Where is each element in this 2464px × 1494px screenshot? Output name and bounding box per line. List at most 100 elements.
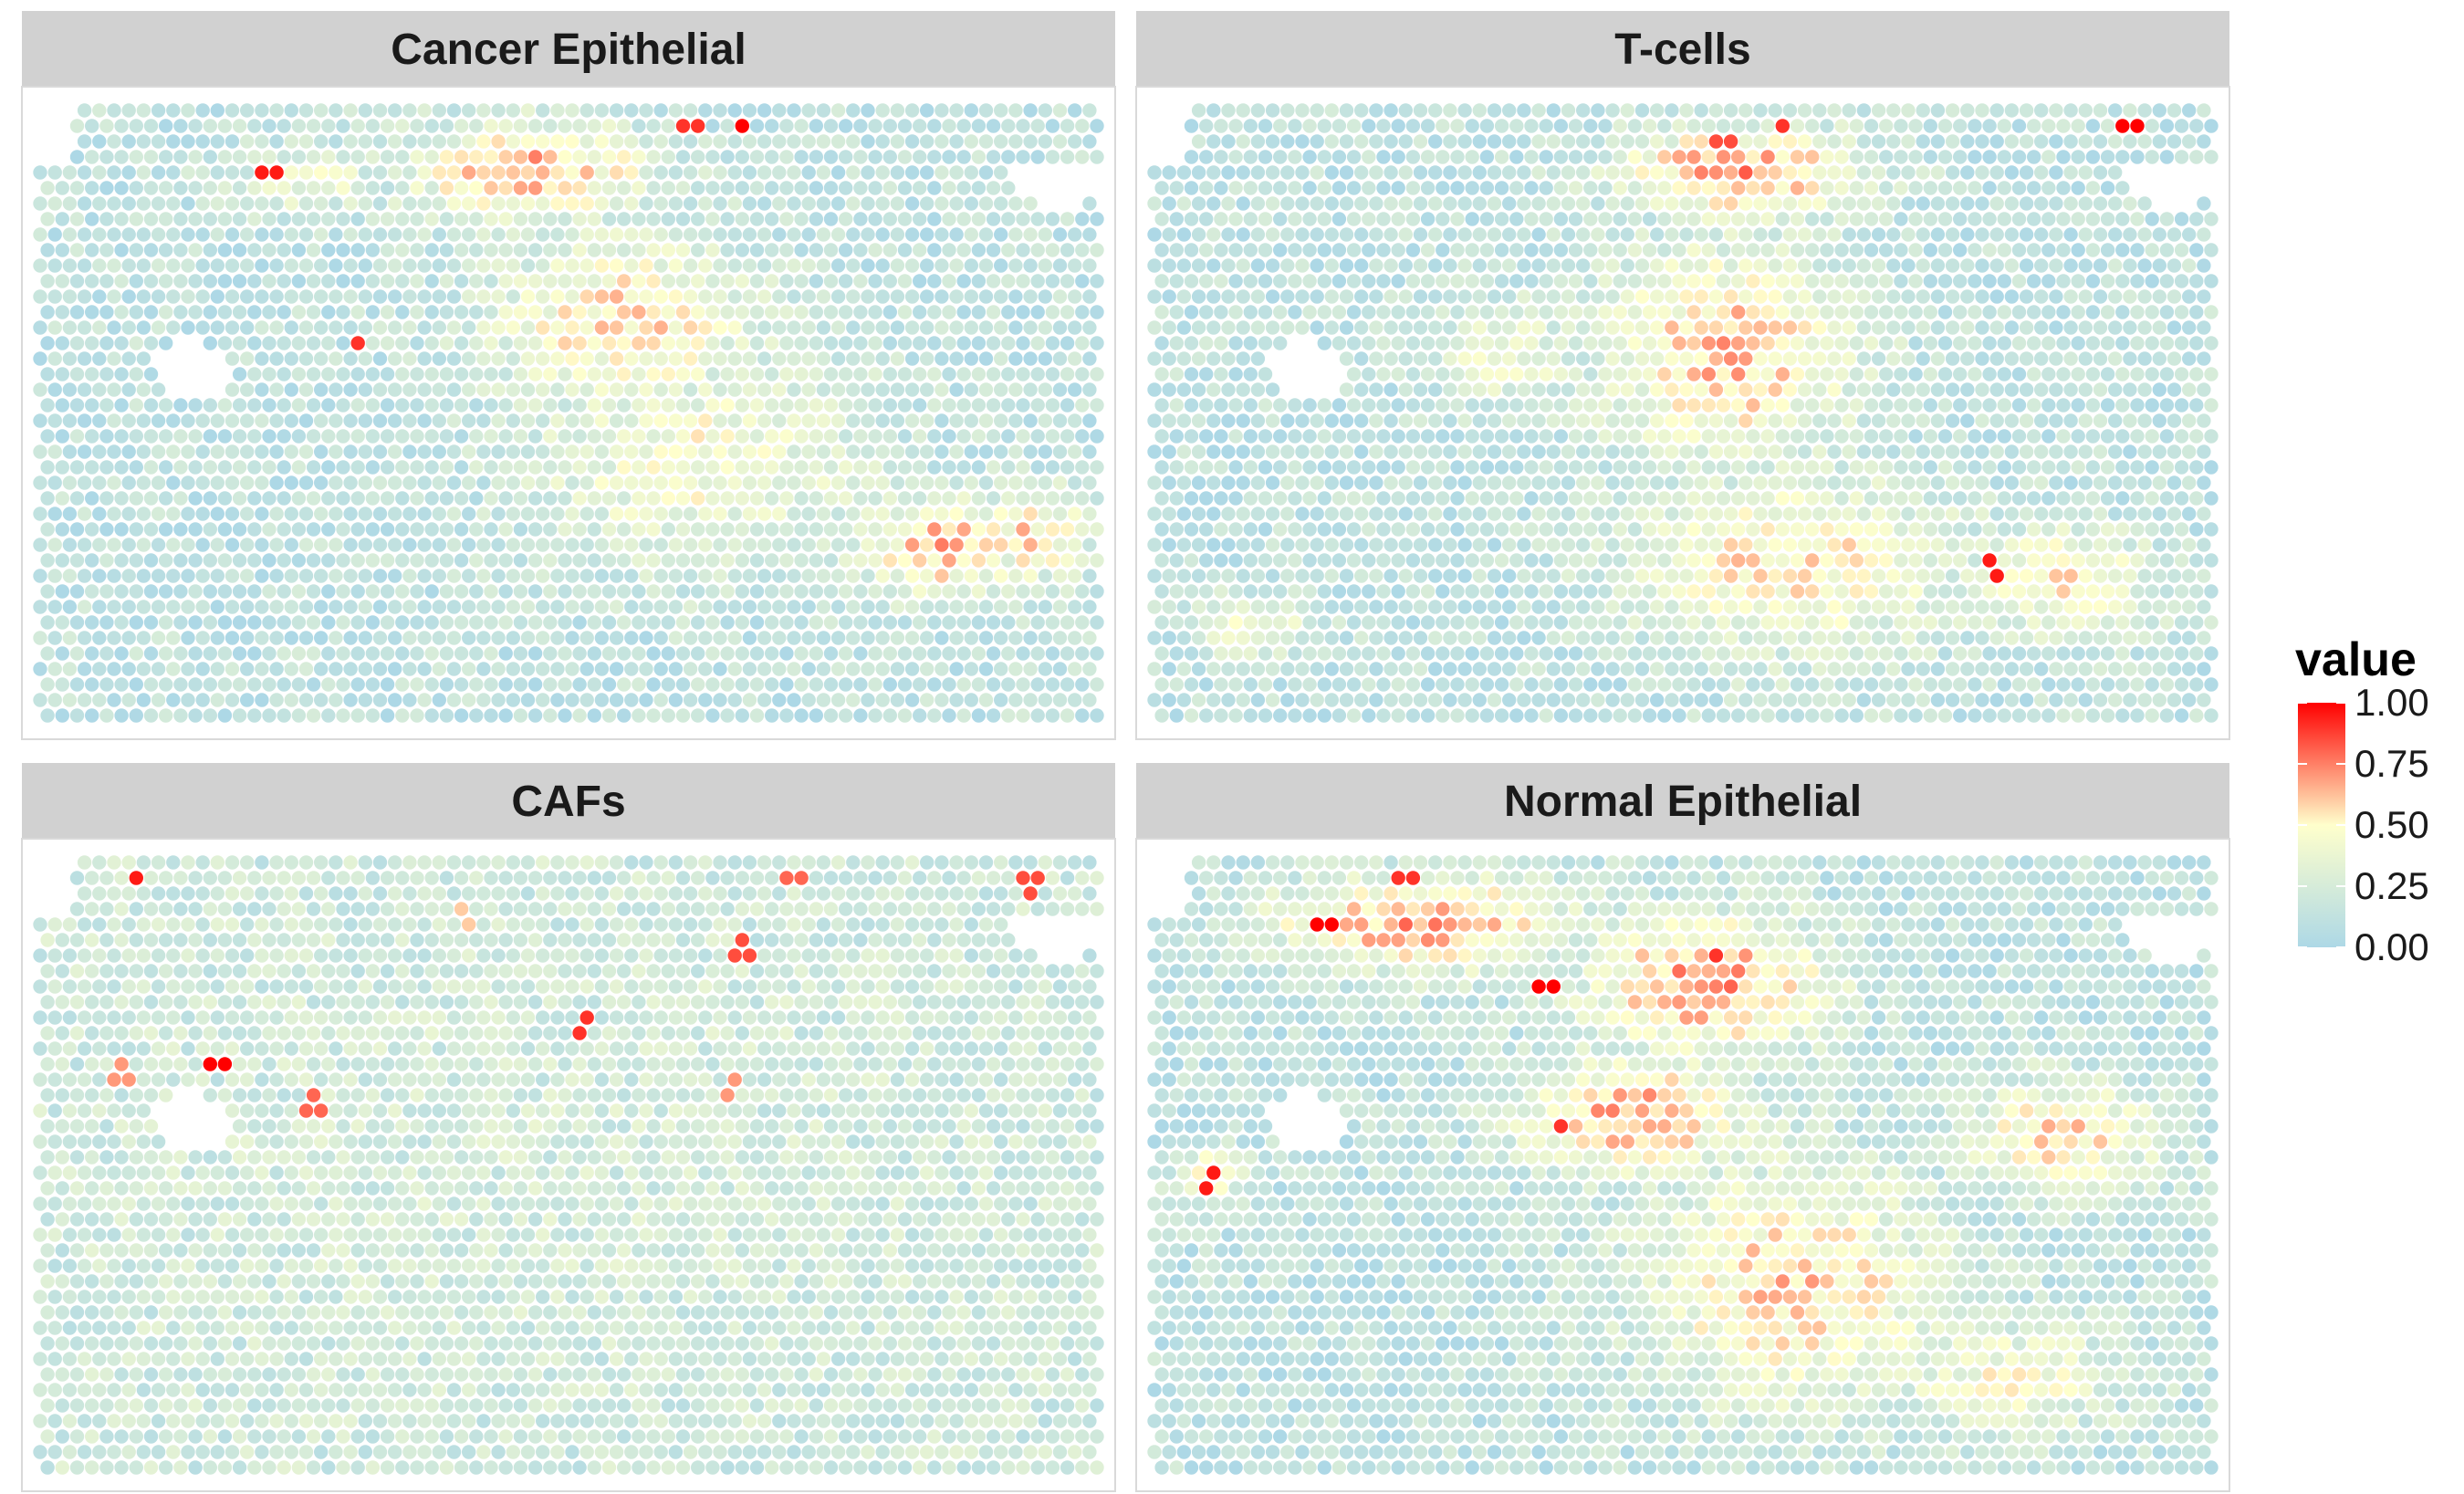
spot (1494, 491, 1509, 506)
spot (956, 367, 971, 381)
spot (77, 227, 92, 242)
spot (388, 258, 402, 273)
spot (1517, 289, 1531, 304)
spot (617, 584, 632, 599)
spot (624, 103, 639, 118)
spot (1871, 413, 1886, 428)
spot (195, 538, 210, 552)
spot (224, 444, 240, 459)
spot (298, 382, 314, 397)
spot (639, 289, 653, 304)
spot (1782, 507, 1798, 521)
spot (742, 662, 757, 676)
spot (794, 491, 809, 506)
spot (380, 305, 395, 319)
spot (2078, 103, 2093, 118)
spot (1768, 258, 1782, 273)
spot (749, 677, 765, 692)
spot (594, 444, 610, 459)
spot (1030, 615, 1045, 630)
spot (1502, 289, 1517, 304)
spot (2049, 196, 2063, 211)
spot (2182, 258, 2197, 273)
spot (159, 553, 173, 568)
spot (587, 429, 601, 444)
spot (329, 351, 343, 366)
spot (410, 150, 424, 164)
spot (1989, 413, 2004, 428)
spot (2137, 320, 2152, 335)
spot (1060, 646, 1075, 661)
spot (1886, 289, 1901, 304)
spot (402, 258, 417, 273)
spot (1908, 181, 1923, 195)
spot (853, 181, 868, 195)
spot (1886, 507, 1901, 521)
spot (1405, 212, 1421, 226)
spot (601, 119, 617, 133)
spot (1443, 103, 1457, 118)
spot (476, 538, 491, 552)
spot (1008, 382, 1023, 397)
spot (2115, 491, 2130, 506)
spot (395, 367, 410, 381)
spot (735, 708, 749, 723)
spot (1553, 181, 1569, 195)
spot (143, 212, 159, 226)
spot (314, 196, 329, 211)
spot (1280, 134, 1295, 149)
spot (1849, 367, 1864, 381)
spot (1450, 181, 1465, 195)
spot (994, 258, 1008, 273)
spot (956, 398, 971, 413)
spot (1901, 382, 1916, 397)
spot (823, 429, 839, 444)
spot (2130, 336, 2145, 350)
spot (994, 134, 1008, 149)
spot (151, 320, 166, 335)
spot (1665, 134, 1679, 149)
spot (624, 413, 639, 428)
spot (1930, 289, 1946, 304)
spot (1354, 227, 1369, 242)
spot (823, 150, 839, 164)
spot (830, 693, 846, 707)
spot (1045, 522, 1060, 537)
spot (224, 538, 240, 552)
spot (388, 413, 402, 428)
spot (1746, 243, 1760, 257)
spot (358, 444, 372, 459)
spot (1052, 382, 1068, 397)
spot (772, 103, 787, 118)
spot (314, 382, 329, 397)
spot (527, 429, 543, 444)
spot (1265, 196, 1280, 211)
spot (1001, 305, 1016, 319)
spot (1243, 460, 1258, 475)
spot (1443, 569, 1457, 583)
spot (314, 134, 329, 149)
spot (2159, 305, 2175, 319)
spot (801, 351, 816, 366)
spot (188, 553, 203, 568)
spot (1199, 243, 1214, 257)
spot (1620, 413, 1634, 428)
spot (1576, 413, 1591, 428)
spot (1228, 243, 1243, 257)
spot (2174, 336, 2189, 350)
spot (1509, 491, 1524, 506)
spot (1324, 134, 1339, 149)
spot (853, 677, 868, 692)
spot (890, 693, 905, 707)
spot (875, 413, 890, 428)
spot (358, 320, 372, 335)
spot (1561, 351, 1576, 366)
spot (536, 320, 550, 335)
spot (617, 181, 632, 195)
spot (1045, 429, 1060, 444)
spot (136, 289, 151, 304)
spot (846, 413, 861, 428)
spot (136, 631, 151, 645)
spot (565, 693, 579, 707)
spot (1339, 320, 1354, 335)
